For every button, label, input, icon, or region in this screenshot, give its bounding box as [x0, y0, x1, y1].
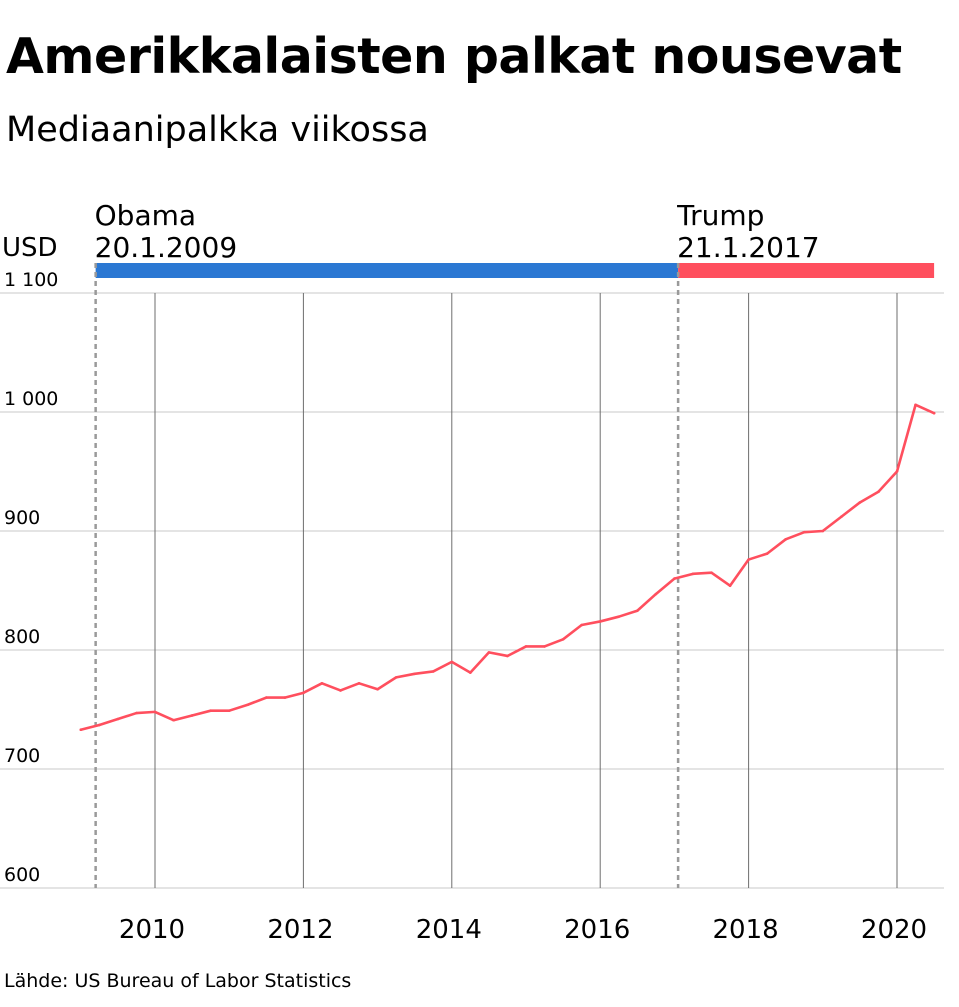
data-point-0-45	[914, 403, 917, 407]
president-period-bars	[94, 263, 935, 888]
data-point-0-43	[877, 490, 880, 494]
data-point-0-24	[524, 645, 528, 648]
data-point-0-11	[283, 696, 287, 699]
obama-name-label: Obama	[95, 199, 196, 232]
source-note: Lähde: US Bureau of Labor Statistics	[4, 970, 352, 992]
data-point-0-8	[227, 709, 231, 712]
data-point-0-17	[394, 676, 398, 679]
data-point-0-27	[580, 623, 583, 627]
data-point-0-12	[302, 691, 305, 695]
data-point-0-7	[209, 709, 212, 712]
x-tick-label-2010: 2010	[119, 915, 185, 945]
data-point-0-40	[821, 529, 825, 533]
data-point-0-37	[765, 552, 769, 555]
data-point-0-35	[728, 584, 732, 588]
y-tick-label-600: 600	[4, 864, 40, 886]
data-point-0-18	[413, 672, 417, 676]
data-point-0-1	[98, 723, 101, 727]
data-point-0-13	[320, 682, 324, 685]
chart-subtitle: Mediaanipalkka viikossa	[6, 110, 429, 150]
data-point-0-19	[431, 670, 435, 673]
data-point-0-21	[469, 671, 472, 674]
y-tick-label-1100: 1 100	[4, 269, 58, 291]
chart-title: Amerikkalaisten palkat nousevat	[6, 28, 902, 85]
data-point-0-10	[265, 696, 268, 699]
data-point-0-34	[710, 571, 713, 574]
data-point-0-44	[895, 470, 899, 473]
y-tick-label-800: 800	[4, 626, 40, 648]
data-point-0-16	[376, 687, 379, 691]
data-point-0-5	[172, 718, 175, 722]
data-point-0-33	[691, 572, 695, 576]
obama-period-bar	[95, 263, 679, 278]
data-point-0-26	[561, 637, 565, 641]
series-layer	[79, 403, 936, 732]
data-point-0-0	[79, 728, 83, 732]
data-point-0-9	[246, 703, 250, 707]
data-point-0-2	[116, 717, 120, 721]
data-point-0-29	[617, 615, 621, 618]
data-point-0-46	[932, 411, 936, 415]
y-tick-label-1000: 1 000	[4, 388, 58, 410]
data-point-0-25	[543, 645, 546, 648]
data-point-0-32	[673, 577, 676, 580]
trump-date-label: 21.1.2017	[677, 231, 820, 264]
trump-period-bar	[678, 263, 935, 278]
trump-name-label: Trump	[676, 199, 764, 232]
y-axis-unit-label: USD	[2, 233, 58, 263]
x-tick-label-2016: 2016	[564, 915, 630, 945]
axis-labels: 1 100 1 000 900 800 700 600 2010 2012 2014 2016 20…	[2, 199, 927, 945]
data-point-0-4	[153, 710, 157, 714]
data-point-0-15	[357, 682, 361, 685]
data-point-0-20	[450, 660, 454, 664]
y-tick-label-900: 900	[4, 507, 40, 529]
data-point-0-22	[487, 651, 491, 654]
data-point-0-6	[190, 714, 194, 717]
x-tick-label-2012: 2012	[267, 915, 333, 945]
data-point-0-28	[598, 620, 602, 623]
x-tick-label-2014: 2014	[416, 915, 482, 945]
data-point-0-38	[784, 538, 787, 541]
series-line-0	[79, 403, 936, 732]
data-point-0-36	[747, 558, 750, 561]
data-point-0-42	[858, 501, 862, 504]
data-point-0-3	[135, 711, 138, 715]
x-tick-label-2020: 2020	[861, 915, 927, 945]
data-point-0-14	[339, 689, 342, 692]
gridlines	[0, 292, 944, 889]
data-point-0-41	[840, 515, 843, 519]
data-point-0-31	[654, 592, 658, 596]
data-point-0-30	[636, 609, 639, 613]
data-point-0-39	[802, 530, 806, 534]
data-point-0-23	[506, 654, 509, 658]
obama-date-label: 20.1.2009	[95, 231, 238, 264]
y-tick-label-700: 700	[4, 745, 40, 767]
x-tick-label-2018: 2018	[713, 915, 779, 945]
